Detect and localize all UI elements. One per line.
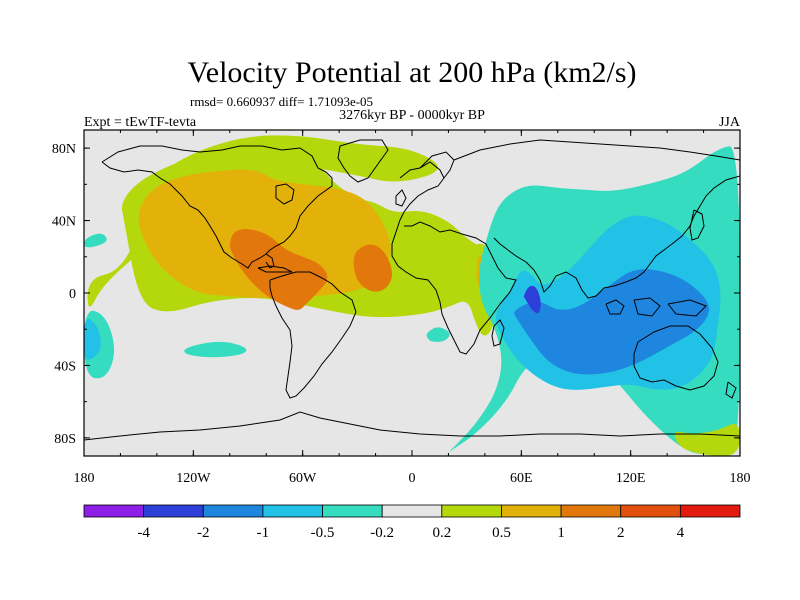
colorbar-level-label: -1 [257, 525, 270, 541]
chart-period-subtitle: 3276kyr BP - 0000kyr BP [339, 108, 485, 123]
y-tick-label: 0 [69, 287, 76, 302]
colorbar-level-label: -4 [137, 525, 150, 541]
coast-south-america [269, 271, 357, 399]
colorbar-swatch [143, 504, 204, 518]
contour-neg-3-region [514, 269, 709, 375]
y-tick-label: 80S [54, 432, 76, 447]
colorbar-swatch [501, 504, 562, 518]
contour-fill-layer [84, 135, 740, 456]
contour-west-pac-neg-2 [84, 319, 101, 360]
x-tick-label: 180 [74, 471, 95, 486]
y-tick-label: 40N [52, 215, 76, 230]
coast-southeast-asia-islands [605, 297, 707, 317]
colorbar-level-label: -0.2 [370, 525, 394, 541]
colorbar [83, 504, 741, 518]
x-tick-labels: 180 120W 60W 0 60E 120E 180 [74, 471, 751, 486]
colorbar-swatch [679, 504, 741, 518]
colorbar-swatch [560, 504, 622, 518]
colorbar-level-label: 1 [557, 525, 565, 541]
contour-south-atl-neg [426, 327, 450, 342]
colorbar-swatch [262, 504, 323, 518]
colorbar-swatch [83, 504, 145, 518]
y-tick-labels: 80N 40N 0 40S 80S [52, 142, 76, 447]
coast-greenland [337, 139, 389, 183]
coast-japan [689, 209, 705, 241]
contour-gulf-core [229, 229, 328, 310]
contour-atlantic-core [353, 244, 392, 292]
coast-europe-africa [391, 161, 517, 355]
colorbar-swatch [620, 504, 681, 518]
colorbar-level-label: -0.5 [311, 525, 335, 541]
x-tick-label: 180 [730, 471, 751, 486]
y-tick-label: 40S [54, 359, 76, 374]
x-tick-label: 60E [510, 471, 533, 486]
colorbar-swatch [202, 504, 264, 518]
colorbar-labels: -4 -2 -1 -0.5 -0.2 0.2 0.5 1 2 4 [137, 525, 684, 541]
colorbar-swatch [441, 504, 502, 518]
chart-title: Velocity Potential at 200 hPa (km2/s) [187, 56, 636, 89]
colorbar-swatch [381, 504, 443, 518]
experiment-label: Expt = tEwTF-tevta [84, 115, 197, 130]
colorbar-level-label: 2 [617, 525, 625, 541]
contour-mid-south-neg [184, 341, 247, 358]
coast-madagascar [491, 319, 505, 347]
colorbar-swatch [322, 504, 383, 518]
contour-neg-4-region [523, 285, 541, 314]
coast-cuba [257, 265, 293, 273]
x-tick-label: 120E [616, 471, 646, 486]
colorbar-level-label: 0.5 [492, 525, 511, 541]
contour-pacific-pos-pocket [674, 423, 740, 456]
colorbar-level-label: 0.2 [432, 525, 451, 541]
coast-australia [633, 325, 719, 391]
colorbar-level-label: 4 [677, 525, 685, 541]
colorbar-level-label: -2 [197, 525, 210, 541]
coast-north-america [101, 145, 333, 269]
coast-scandinavia [419, 151, 455, 179]
chart-stats-subtitle: rmsd= 0.660937 diff= 1.71093e-05 [190, 94, 373, 109]
coastlines [84, 139, 740, 441]
coast-hudson-bay [275, 183, 295, 205]
x-tick-label: 60W [289, 471, 317, 486]
coast-uk [395, 189, 407, 207]
season-label: JJA [719, 115, 741, 130]
coast-antarctica [84, 411, 740, 441]
y-tick-label: 80N [52, 142, 76, 157]
map-frame-ticks [83, 130, 741, 456]
x-tick-label: 120W [176, 471, 211, 486]
x-tick-label: 0 [409, 471, 416, 486]
coast-asia [453, 139, 740, 299]
coast-new-zealand [725, 381, 737, 399]
contour-far-north-neg [84, 233, 107, 248]
